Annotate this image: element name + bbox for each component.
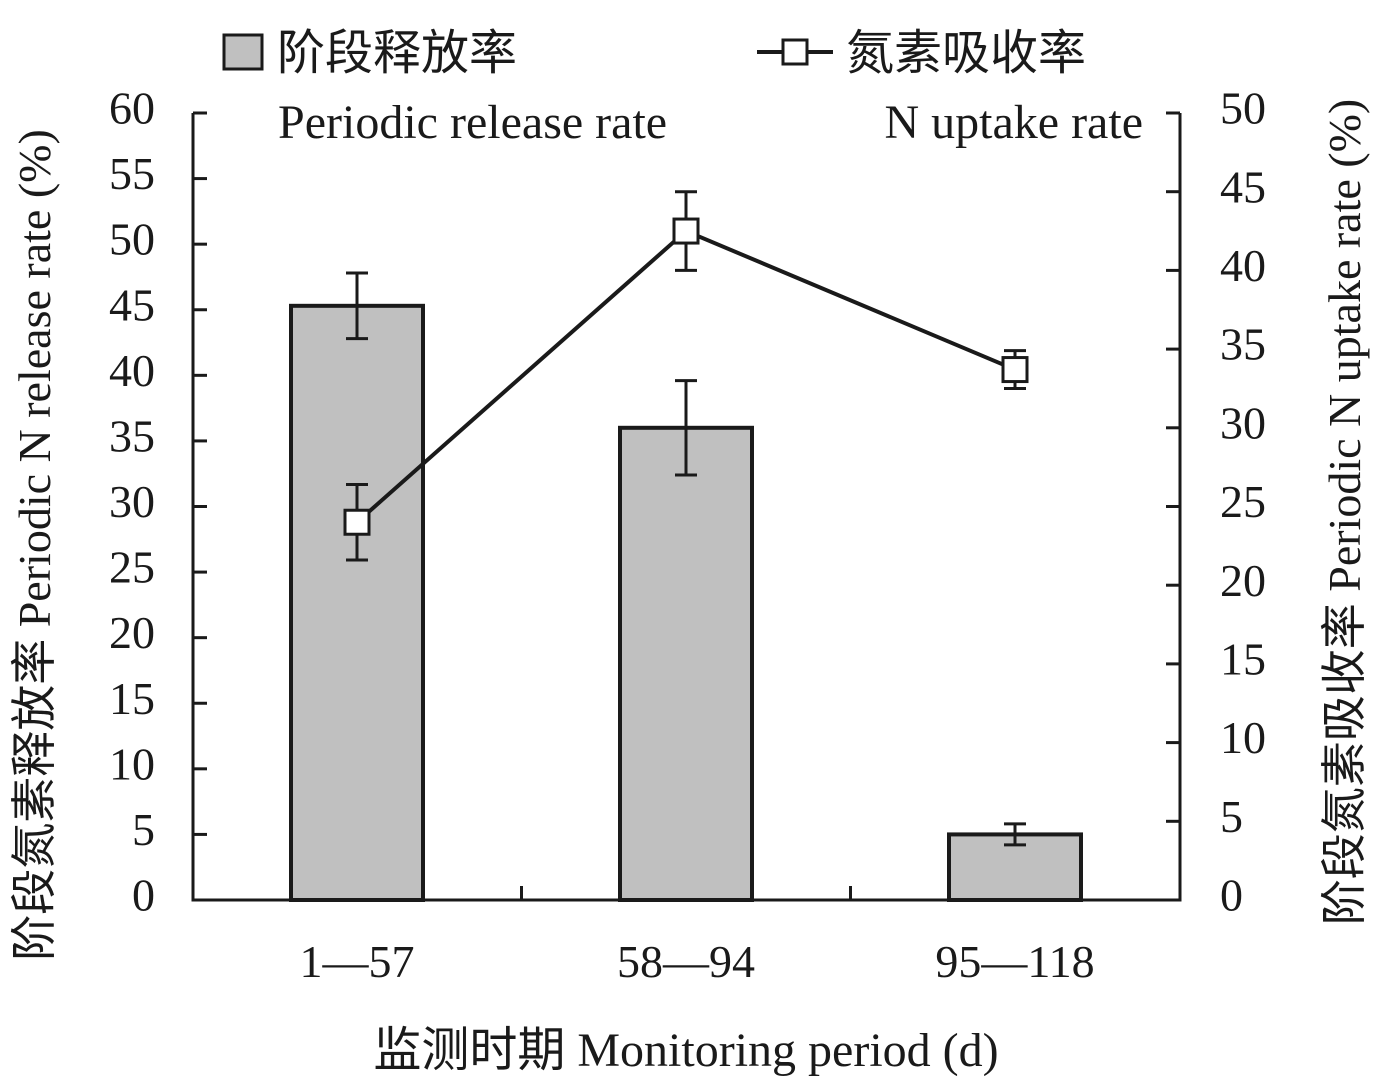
bar-2 — [618, 425, 754, 902]
uptake-point-2 — [672, 217, 700, 245]
y-tick-label-left: 50 — [109, 214, 155, 265]
bar-error-bar-3 — [1004, 822, 1026, 847]
y-tick-label-left: 40 — [109, 345, 155, 396]
legend-uptake-rate-en: N uptake rate — [884, 96, 1143, 149]
y-tick-label-left: 60 — [109, 83, 155, 134]
y-tick-label-left: 45 — [109, 279, 155, 330]
y-tick-label-right: 45 — [1220, 161, 1266, 212]
axes-layer: 0 5 10 15 20 25 30 35 40 45 50 55 60 0 5 10 15 20 25 30 35 40… — [109, 83, 1266, 987]
y-tick-label-left: 30 — [109, 476, 155, 527]
y-tick-label-right: 25 — [1220, 476, 1266, 527]
bar-1 — [289, 303, 425, 902]
y-tick-label-right: 5 — [1220, 791, 1243, 842]
y-tick-label-right: 10 — [1220, 712, 1266, 763]
legend-bar-swatch — [222, 33, 264, 71]
y-axis-label-right: 阶段氮素吸收率 Periodic N uptake rate (%) — [1319, 99, 1370, 926]
legend-uptake-rate-zh: 氮素吸收率 — [846, 27, 1086, 80]
x-tick-label: 58—94 — [617, 936, 755, 987]
y-tick-label-left: 10 — [109, 738, 155, 789]
uptake-line-layer — [343, 190, 1029, 562]
bars-layer — [289, 271, 1083, 903]
uptake-point-3 — [1001, 356, 1029, 384]
y-tick-label-left: 5 — [132, 804, 155, 855]
legend: 阶段释放率 Periodic release rate 氮素吸收率 N upta… — [222, 27, 1143, 149]
y-axis-label-left: 阶段氮素释放率 Periodic N release rate (%) — [9, 129, 60, 961]
y-tick-label-left: 55 — [109, 148, 155, 199]
y-tick-label-right: 30 — [1220, 397, 1266, 448]
y-tick-label-right: 20 — [1220, 555, 1266, 606]
y-tick-label-left: 0 — [132, 870, 155, 921]
x-tick-label: 1—57 — [300, 936, 415, 987]
y-tick-label-left: 15 — [109, 673, 155, 724]
y-tick-label-right: 0 — [1220, 870, 1243, 921]
y-tick-label-left: 35 — [109, 410, 155, 461]
y-tick-label-right: 35 — [1220, 319, 1266, 370]
y-tick-label-left: 25 — [109, 542, 155, 593]
legend-square-marker — [781, 38, 809, 66]
y-tick-label-right: 50 — [1220, 83, 1266, 134]
x-tick-label: 95—118 — [935, 936, 1094, 987]
x-axis-label: 监测时期 Monitoring period (d) — [373, 1024, 998, 1077]
legend-release-rate-zh: 阶段释放率 — [277, 27, 517, 80]
uptake-point-1 — [343, 508, 371, 536]
y-tick-label-left: 20 — [109, 607, 155, 658]
bar-error-bar-2 — [675, 379, 697, 477]
legend-release-rate-en: Periodic release rate — [278, 96, 667, 149]
y-tick-label-right: 15 — [1220, 633, 1266, 684]
bar-error-bar-1 — [346, 271, 368, 341]
y-tick-label-right: 40 — [1220, 240, 1266, 291]
